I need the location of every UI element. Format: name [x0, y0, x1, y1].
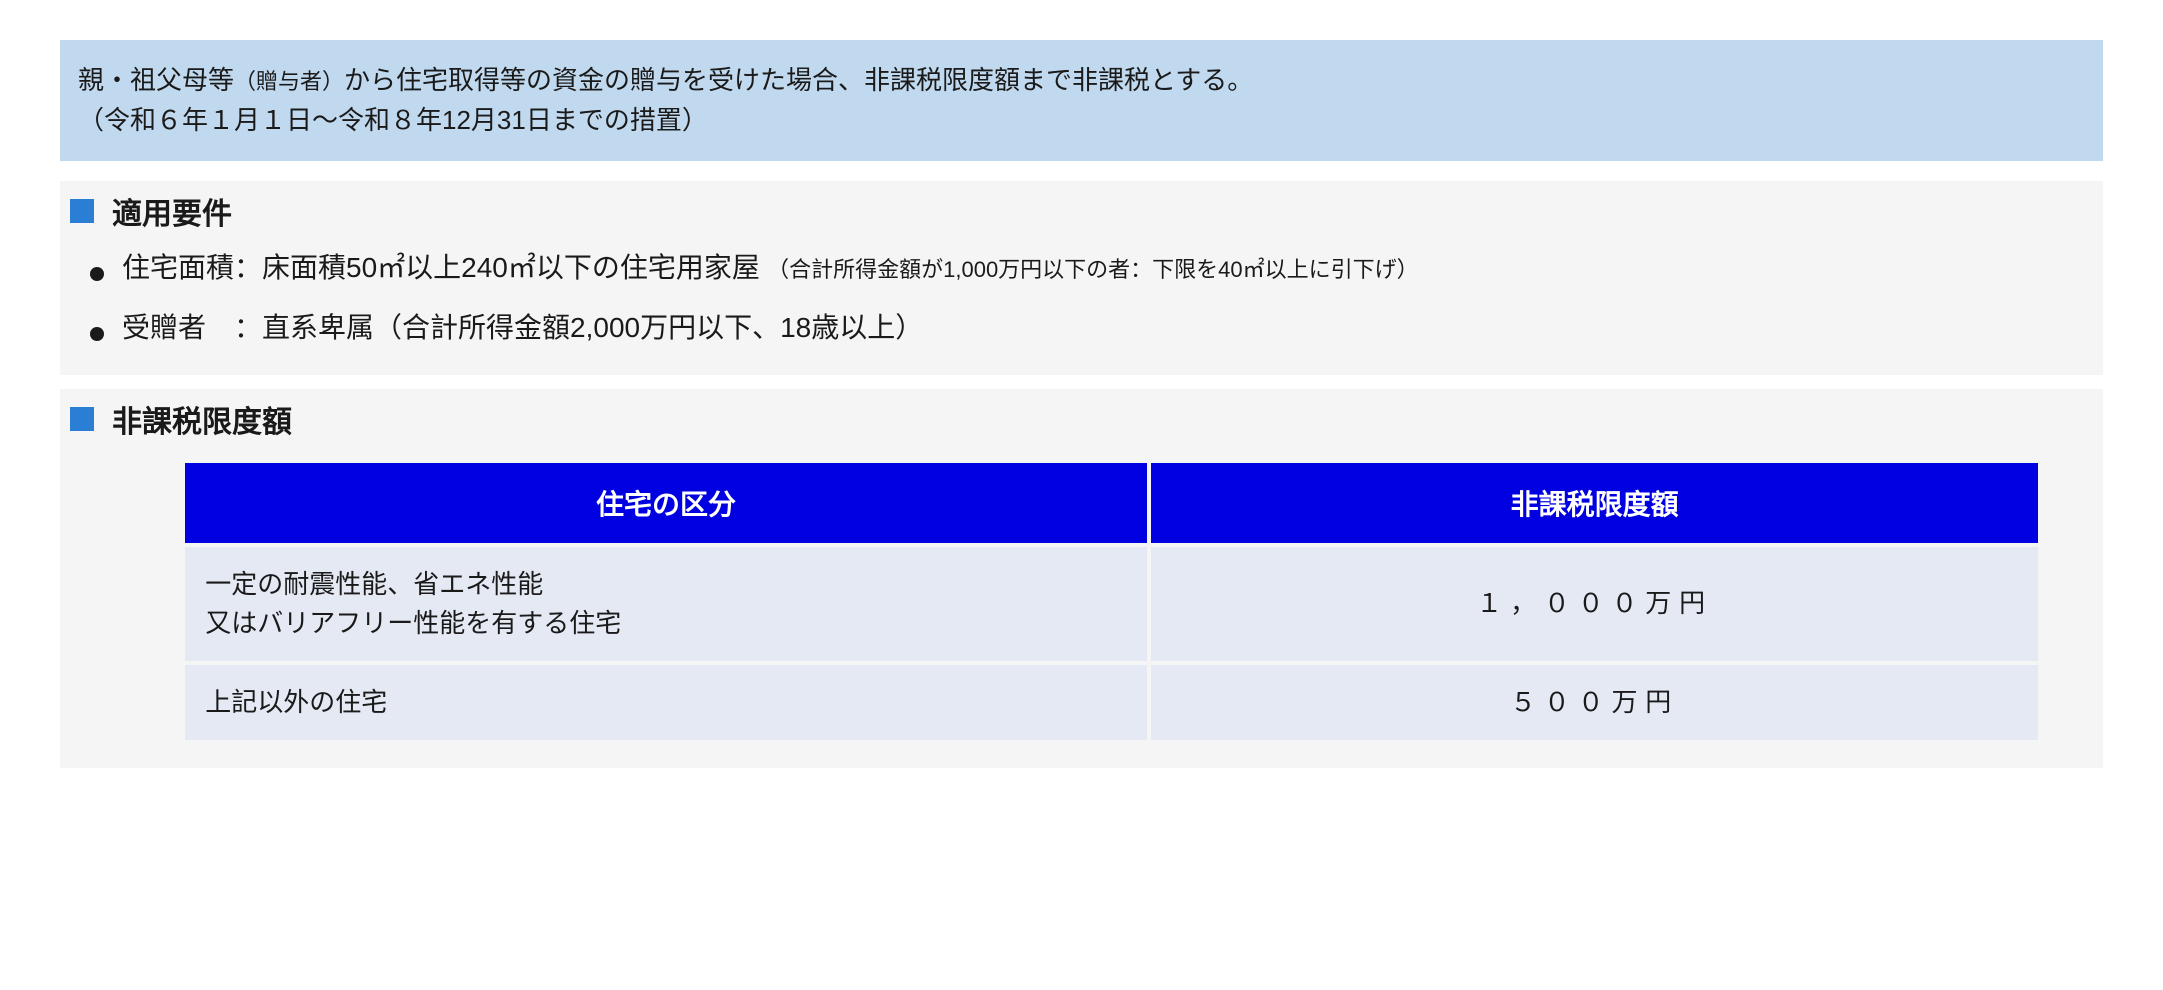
banner-line-1: 親・祖父母等（贈与者）から住宅取得等の資金の贈与を受けた場合、非課税限度額まで非…	[78, 60, 2085, 100]
table-header-amount: 非課税限度額	[1151, 463, 2039, 543]
table-cell-category: 一定の耐震性能、省エネ性能又はバリアフリー性能を有する住宅	[185, 547, 1147, 661]
list-item-text: 住宅面積：床面積50㎡以上240㎡以下の住宅用家屋 （合計所得金額が1,000万…	[122, 247, 1419, 289]
limits-table: 住宅の区分 非課税限度額 一定の耐震性能、省エネ性能又はバリアフリー性能を有する…	[181, 459, 2042, 744]
requirements-title: 適用要件	[112, 189, 232, 233]
requirements-section: 適用要件 住宅面積：床面積50㎡以上240㎡以下の住宅用家屋 （合計所得金額が1…	[60, 181, 2103, 375]
item-label: 受贈者 ：	[122, 312, 262, 343]
requirements-list: 住宅面積：床面積50㎡以上240㎡以下の住宅用家屋 （合計所得金額が1,000万…	[70, 247, 2093, 349]
banner-line-2: （令和６年１月１日〜令和８年12月31日までの措置）	[78, 100, 2085, 140]
table-cell-category: 上記以外の住宅	[185, 665, 1147, 740]
limits-title: 非課税限度額	[112, 397, 292, 441]
list-item: 住宅面積：床面積50㎡以上240㎡以下の住宅用家屋 （合計所得金額が1,000万…	[90, 247, 2093, 289]
table-cell-amount: １，０００万円	[1151, 547, 2039, 661]
item-label: 住宅面積：	[122, 252, 262, 283]
list-item: 受贈者 ：直系卑属（合計所得金額2,000万円以下、18歳以上）	[90, 307, 2093, 349]
info-banner: 親・祖父母等（贈与者）から住宅取得等の資金の贈与を受けた場合、非課税限度額まで非…	[60, 40, 2103, 161]
item-main: 床面積50㎡以上240㎡以下の住宅用家屋	[262, 252, 760, 283]
limits-heading: 非課税限度額	[70, 397, 2093, 441]
table-cell-amount: ５００万円	[1151, 665, 2039, 740]
disc-bullet-icon	[90, 267, 104, 281]
requirements-heading: 適用要件	[70, 189, 2093, 233]
banner-prefix: 親・祖父母等	[78, 65, 234, 95]
item-note: （合計所得金額が1,000万円以下の者：下限を40㎡以上に引下げ）	[767, 257, 1419, 282]
list-item-text: 受贈者 ：直系卑属（合計所得金額2,000万円以下、18歳以上）	[122, 307, 923, 349]
limits-section: 非課税限度額 住宅の区分 非課税限度額 一定の耐震性能、省エネ性能又はバリアフリ…	[60, 389, 2103, 768]
item-main: 直系卑属（合計所得金額2,000万円以下、18歳以上）	[262, 312, 923, 343]
table-row: 上記以外の住宅 ５００万円	[185, 665, 2038, 740]
banner-suffix: から住宅取得等の資金の贈与を受けた場合、非課税限度額まで非課税とする。	[344, 65, 1253, 95]
square-bullet-icon	[70, 407, 94, 431]
disc-bullet-icon	[90, 327, 104, 341]
banner-sub: （贈与者）	[234, 69, 344, 94]
table-header-row: 住宅の区分 非課税限度額	[185, 463, 2038, 543]
table-header-category: 住宅の区分	[185, 463, 1147, 543]
table-row: 一定の耐震性能、省エネ性能又はバリアフリー性能を有する住宅 １，０００万円	[185, 547, 2038, 661]
square-bullet-icon	[70, 199, 94, 223]
